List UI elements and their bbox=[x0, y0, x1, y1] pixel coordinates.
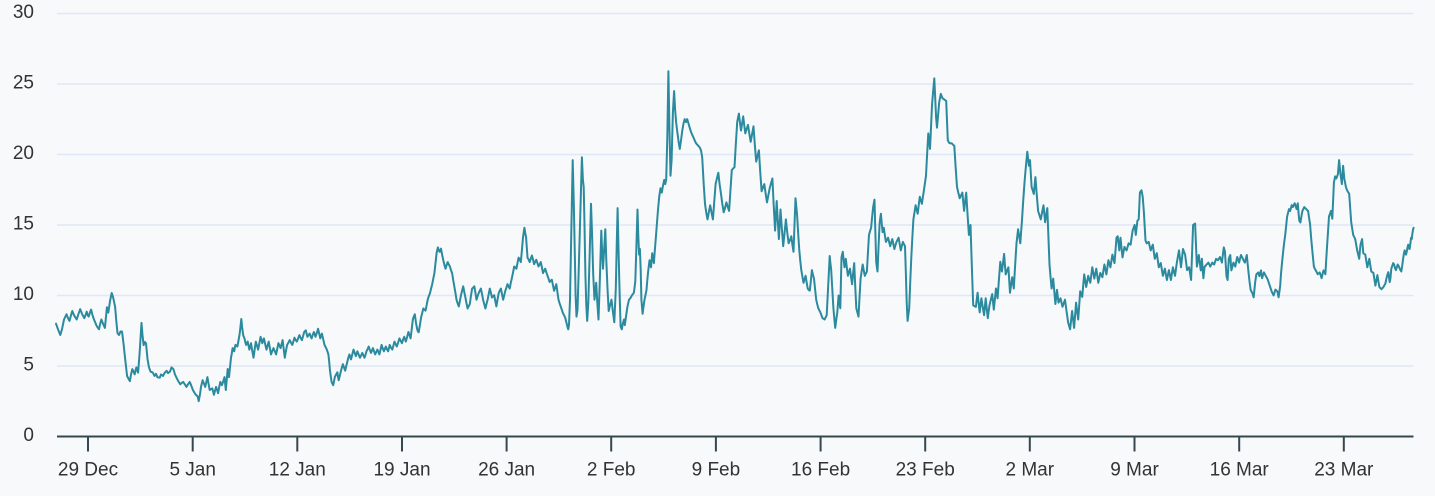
svg-text:16 Mar: 16 Mar bbox=[1210, 460, 1270, 481]
svg-text:25: 25 bbox=[13, 73, 34, 94]
svg-text:9 Mar: 9 Mar bbox=[1110, 460, 1159, 481]
svg-text:2 Mar: 2 Mar bbox=[1006, 460, 1055, 481]
svg-text:9 Feb: 9 Feb bbox=[692, 460, 741, 481]
svg-text:0: 0 bbox=[23, 425, 34, 446]
svg-text:20: 20 bbox=[13, 143, 34, 164]
svg-text:23 Mar: 23 Mar bbox=[1314, 460, 1374, 481]
svg-text:30: 30 bbox=[13, 2, 34, 23]
svg-text:29 Dec: 29 Dec bbox=[58, 460, 118, 481]
svg-text:12 Jan: 12 Jan bbox=[269, 460, 326, 481]
svg-text:2 Feb: 2 Feb bbox=[587, 460, 636, 481]
svg-text:15: 15 bbox=[13, 214, 34, 235]
svg-text:16 Feb: 16 Feb bbox=[791, 460, 850, 481]
svg-text:5: 5 bbox=[23, 355, 34, 376]
svg-text:5 Jan: 5 Jan bbox=[169, 460, 215, 481]
svg-text:23 Feb: 23 Feb bbox=[896, 460, 955, 481]
svg-text:19 Jan: 19 Jan bbox=[373, 460, 430, 481]
svg-text:26 Jan: 26 Jan bbox=[478, 460, 535, 481]
svg-text:10: 10 bbox=[13, 284, 34, 305]
